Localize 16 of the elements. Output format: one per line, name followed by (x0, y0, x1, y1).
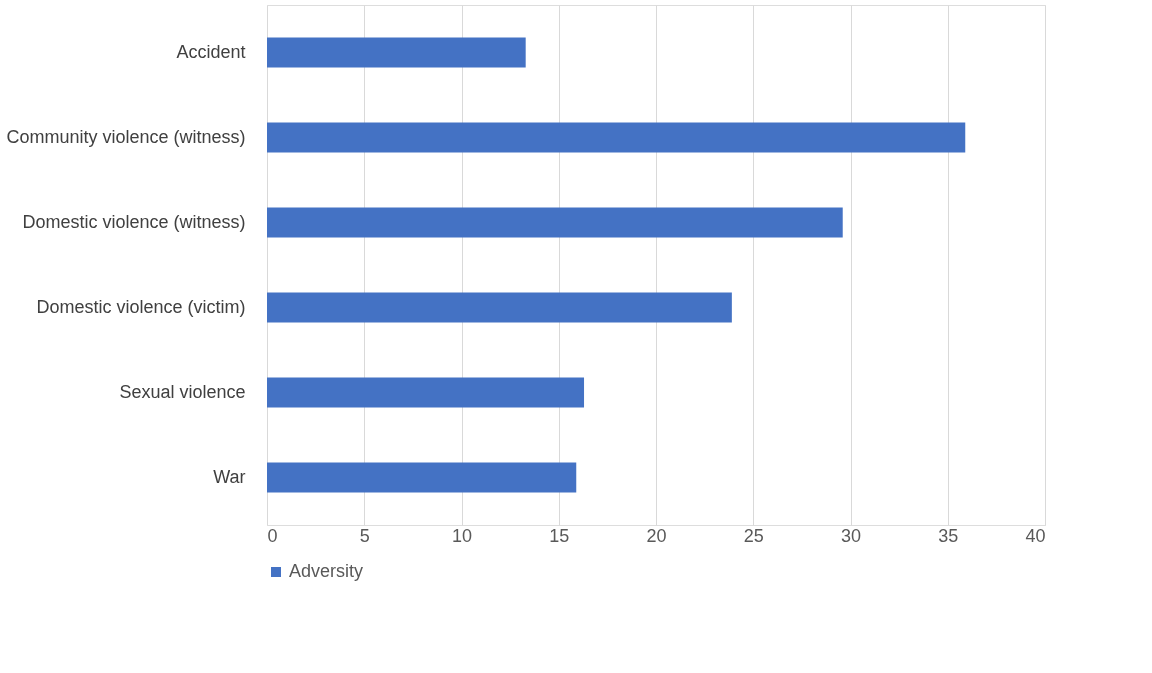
y-tick-label: Domestic violence (victim) (36, 297, 246, 317)
x-tick-label: 10 (451, 525, 473, 546)
x-tick-label: 35 (938, 525, 959, 546)
x-tick-label: 20 (646, 525, 667, 546)
y-tick-label: Community violence (witness) (6, 127, 246, 147)
y-tick-label: Sexual violence (119, 382, 246, 402)
x-tick-label: 25 (743, 525, 764, 546)
x-tick-label: 5 (359, 525, 370, 546)
x-tick-label: 15 (549, 525, 570, 546)
y-tick-label: Domestic violence (witness) (22, 212, 246, 232)
legend-label: Adversity (289, 561, 364, 581)
x-tick-label: 40 (1025, 525, 1046, 546)
y-tick-label: Accident (176, 42, 246, 62)
y-tick-label: War (213, 467, 246, 487)
x-tick-label: 30 (840, 525, 862, 546)
x-tick-label: 0 (267, 525, 278, 546)
